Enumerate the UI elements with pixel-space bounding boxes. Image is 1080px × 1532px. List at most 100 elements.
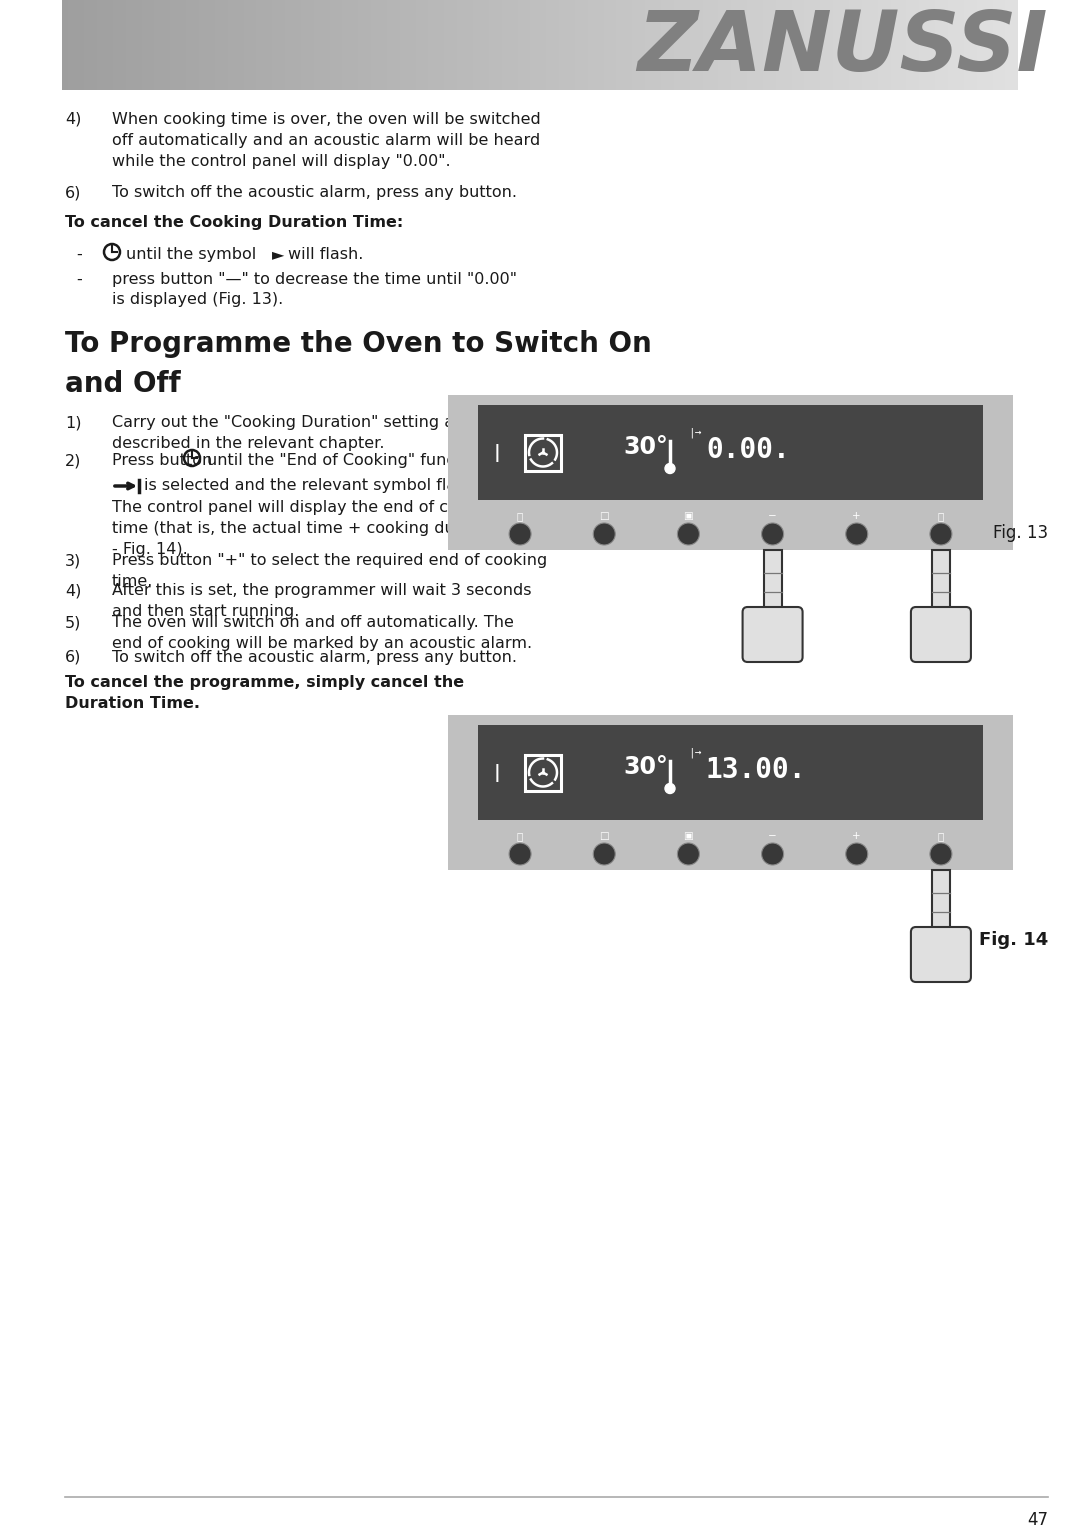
Bar [664,0,667,90]
Bar [422,0,426,90]
Text: 0.00.: 0.00. [706,437,789,464]
Text: Fig. 14: Fig. 14 [978,931,1048,948]
Bar [680,0,684,90]
Bar [769,0,772,90]
Text: +: + [852,512,861,521]
Bar [129,0,132,90]
Bar [368,0,372,90]
Bar [569,0,572,90]
Bar [572,0,575,90]
Bar [492,0,496,90]
Text: Press button: Press button [112,453,217,467]
Bar [499,0,502,90]
Bar [527,0,530,90]
Bar [638,0,642,90]
Text: To cancel the Cooking Duration Time:: To cancel the Cooking Duration Time: [65,214,403,230]
Bar [744,0,747,90]
Bar [416,0,419,90]
Text: ▣: ▣ [684,830,693,841]
Bar [505,0,508,90]
Bar [888,0,891,90]
Circle shape [509,843,531,866]
Bar [697,0,700,90]
Bar [633,0,636,90]
Bar [107,0,110,90]
Bar [244,0,247,90]
Bar [68,0,71,90]
Bar [448,715,1013,870]
Circle shape [665,783,675,794]
Bar [161,0,164,90]
Bar [831,0,833,90]
Bar [693,0,697,90]
Text: is selected and the relevant symbol flashes.: is selected and the relevant symbol flas… [144,478,498,493]
Bar [738,0,741,90]
FancyBboxPatch shape [743,607,802,662]
Bar [444,0,447,90]
Bar [865,0,868,90]
Bar [225,0,228,90]
Bar [409,0,413,90]
Bar [180,0,184,90]
Bar [687,0,690,90]
Bar [253,0,256,90]
Bar [903,0,906,90]
Bar [973,0,976,90]
Bar [104,0,107,90]
Bar [202,0,205,90]
Bar [970,0,973,90]
Bar [372,0,375,90]
Bar [801,0,805,90]
Bar [177,0,180,90]
Bar [896,0,900,90]
Bar [375,0,378,90]
Bar [814,0,818,90]
Bar [960,0,963,90]
Bar [460,0,463,90]
Circle shape [930,522,951,545]
Bar [600,0,604,90]
Bar [234,0,238,90]
Bar [546,0,550,90]
Bar [65,0,68,90]
Bar [702,0,705,90]
Bar [514,0,517,90]
Bar [909,0,913,90]
Bar [62,0,65,90]
Text: is displayed (Fig. 13).: is displayed (Fig. 13). [112,293,283,306]
Text: press button "—" to decrease the time until "0.00": press button "—" to decrease the time un… [112,273,517,286]
Bar [636,0,638,90]
Bar [151,0,154,90]
Bar [517,0,521,90]
Text: 3): 3) [65,553,81,568]
Bar [891,0,894,90]
Bar [269,0,272,90]
Bar [620,0,623,90]
Bar [483,0,486,90]
Bar [690,0,693,90]
Bar [448,395,1013,550]
Bar [827,0,831,90]
Bar [989,0,993,90]
Bar [821,0,824,90]
Bar [667,0,671,90]
Bar [922,0,926,90]
Bar [525,754,561,791]
Bar [842,0,846,90]
Bar [584,0,588,90]
Bar [578,0,581,90]
Bar [238,0,241,90]
Text: 4): 4) [65,584,81,597]
Circle shape [593,843,616,866]
Bar [489,0,492,90]
Bar [654,0,658,90]
Circle shape [761,522,784,545]
Text: Press button "+" to select the required end of cooking
time.: Press button "+" to select the required … [112,553,548,588]
Bar [881,0,885,90]
Bar [945,0,948,90]
Bar [540,0,543,90]
Bar [951,0,955,90]
Bar [91,0,94,90]
Bar [212,0,215,90]
Bar [872,0,875,90]
